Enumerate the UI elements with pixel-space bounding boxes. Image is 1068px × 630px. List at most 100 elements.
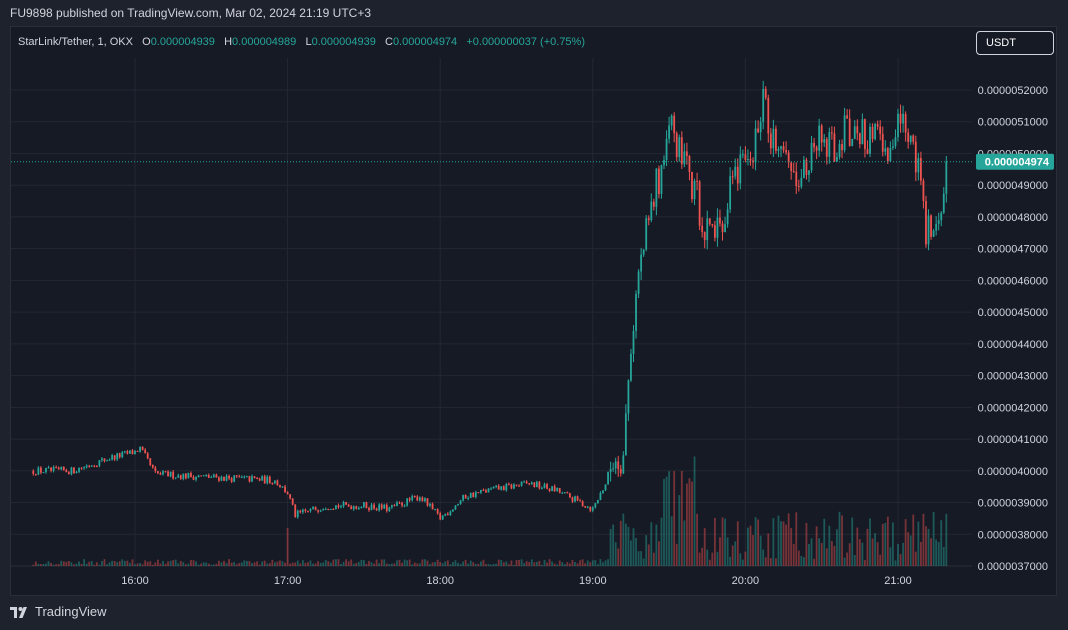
candle-body	[378, 504, 381, 511]
chart-pane[interactable]	[10, 26, 1057, 596]
candle-body	[858, 133, 861, 145]
volume-bar	[833, 545, 836, 566]
volume-bar	[747, 527, 749, 566]
time-tick-label: 21:00	[884, 575, 912, 587]
candle-body	[884, 148, 887, 152]
candle-body	[383, 504, 386, 509]
volume-bar	[233, 562, 236, 566]
volume-bar	[627, 526, 630, 566]
candle-body	[548, 488, 551, 491]
candle-body	[314, 506, 317, 511]
volume-bar	[251, 563, 253, 566]
symbol-label[interactable]: StarLink/Tether, 1, OKX	[18, 36, 133, 48]
volume-bar	[800, 556, 803, 566]
volume-bar	[78, 561, 80, 566]
candle-body	[586, 506, 589, 508]
volume-bar	[790, 528, 793, 566]
candle-body	[52, 467, 55, 471]
candle-body	[645, 218, 648, 250]
candle-body	[70, 467, 73, 475]
volume-bar	[843, 557, 846, 566]
volume-bar	[551, 561, 554, 566]
candle-body	[67, 472, 70, 475]
candle-body	[805, 159, 808, 175]
candle-body	[563, 492, 566, 494]
candle-body	[375, 508, 378, 511]
volume-bar	[335, 559, 337, 566]
volume-bar	[172, 560, 175, 566]
candle-body	[474, 492, 477, 497]
candle-body	[518, 485, 520, 487]
volume-bar	[777, 515, 780, 566]
volume-bar	[390, 563, 393, 566]
volume-bar	[558, 560, 561, 566]
volume-bar	[452, 562, 454, 566]
candle-body	[495, 485, 498, 487]
volume-bar	[579, 560, 581, 566]
candle-body	[457, 503, 459, 506]
candle-body	[619, 469, 622, 474]
candle-body	[930, 215, 932, 237]
candle-body	[220, 476, 223, 481]
volume-bar	[892, 522, 894, 566]
volume-bar	[726, 537, 729, 566]
volume-bar	[101, 560, 103, 566]
currency-button[interactable]: USDT	[976, 31, 1054, 55]
open-value: 0.000004939	[150, 36, 215, 48]
candle-body	[886, 148, 889, 162]
candle-body	[296, 510, 299, 518]
volume-bar	[357, 561, 360, 566]
candle-body	[551, 486, 554, 491]
candle-body	[164, 471, 167, 473]
volume-bar	[187, 563, 190, 566]
candle-body	[566, 492, 569, 494]
volume-bar	[543, 559, 546, 566]
candle-body	[373, 504, 375, 509]
volume-bar	[464, 559, 467, 566]
candle-body	[668, 125, 670, 139]
volume-bar	[309, 560, 312, 566]
candle-body	[543, 484, 546, 488]
volume-bar	[121, 559, 124, 566]
candle-body	[485, 490, 487, 493]
candle-body	[698, 181, 701, 226]
volume-bar	[73, 564, 75, 566]
candle-body	[134, 450, 136, 455]
candle-body	[861, 119, 864, 145]
volume-bar	[820, 542, 823, 566]
candle-body	[60, 467, 63, 470]
volume-bar	[635, 538, 637, 566]
volume-bar	[85, 563, 88, 566]
candle-body	[141, 446, 144, 450]
candle-body	[945, 161, 948, 194]
candle-body	[675, 133, 678, 158]
candle-body	[322, 509, 325, 511]
candle-body	[612, 468, 615, 470]
candle-body	[836, 157, 838, 162]
volume-bar	[401, 562, 403, 566]
volume-bar	[406, 560, 409, 566]
volume-bar	[630, 540, 632, 566]
volume-bar	[184, 564, 187, 566]
volume-bar	[454, 560, 457, 566]
volume-bar	[248, 560, 251, 566]
candle-body	[678, 137, 681, 158]
candle-body	[785, 150, 787, 153]
candle-body	[581, 501, 584, 507]
volume-bar	[347, 561, 350, 566]
candle-body	[202, 475, 205, 477]
candle-body	[263, 476, 266, 484]
volume-bar	[482, 559, 485, 566]
candle-body	[126, 451, 129, 454]
volume-bar	[279, 560, 281, 566]
price-tick-label: 0.0000049000	[978, 180, 1048, 192]
volume-bar	[917, 521, 920, 566]
candle-body	[731, 176, 734, 178]
volume-bar	[818, 538, 821, 566]
volume-bar	[431, 562, 434, 566]
candle-body	[103, 458, 106, 462]
volume-bar	[869, 518, 871, 566]
tradingview-logo[interactable]: TradingView	[10, 604, 107, 619]
candle-body	[301, 509, 304, 513]
